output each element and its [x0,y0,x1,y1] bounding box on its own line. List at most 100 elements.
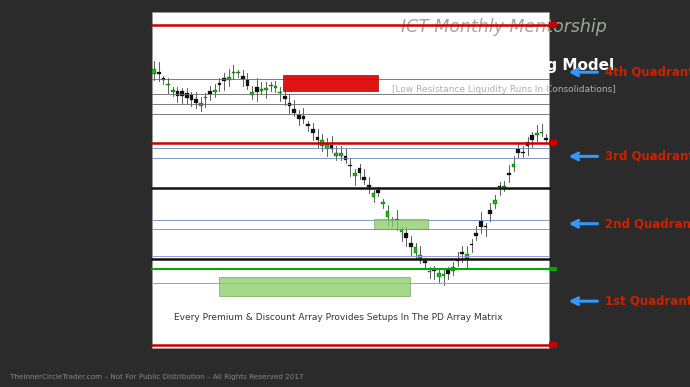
Bar [316,137,319,140]
Bar [232,72,235,73]
Bar [190,95,193,100]
Bar [293,109,296,113]
Text: Short Term Trading Model: Short Term Trading Model [393,58,614,73]
Text: 1st Quadrant: 1st Quadrant [605,295,690,308]
Bar [283,96,286,99]
Bar [176,91,179,96]
Bar [437,272,441,277]
Bar [250,92,254,95]
Bar [521,152,524,153]
Bar [442,274,445,276]
Bar [381,202,384,204]
Bar [237,72,240,73]
Bar [470,244,473,245]
Bar [484,226,487,227]
Bar [302,116,305,119]
Bar [526,142,529,146]
Bar [264,88,268,90]
Bar [414,247,417,253]
Bar [311,129,315,133]
Text: 2nd Quadrant: 2nd Quadrant [605,217,690,230]
Bar [446,270,450,274]
Bar [549,140,557,146]
Bar [357,168,362,173]
Bar [507,173,511,175]
Bar [171,91,175,92]
Bar [544,139,548,140]
Bar [386,211,389,217]
Bar [395,219,399,220]
Bar [451,267,455,271]
Bar [152,69,156,74]
Bar [157,72,161,74]
Bar [549,22,557,28]
Bar [306,124,310,126]
Bar [489,210,492,214]
Bar [475,233,478,236]
Text: 4th Quadrant: 4th Quadrant [605,66,690,79]
Bar [255,87,259,92]
Bar [259,89,264,91]
Bar [195,99,198,103]
Bar [199,103,203,106]
Bar [479,221,482,227]
Bar [512,164,515,167]
Bar [339,153,343,156]
Bar [180,91,184,96]
Bar [348,165,352,166]
Bar [374,219,428,229]
Bar [428,271,431,272]
Bar [269,85,273,86]
Bar [166,84,170,85]
Bar [367,185,371,187]
Bar [288,103,291,106]
Bar [362,177,366,180]
Bar [535,133,539,135]
Bar [423,261,426,263]
Bar [456,260,460,261]
Bar [283,75,378,91]
Bar [540,132,543,134]
Bar [465,254,469,259]
Bar [460,252,464,254]
Bar [549,267,557,272]
Bar [502,186,506,187]
Bar [274,86,277,88]
Bar [330,145,333,149]
Bar [219,277,410,296]
Bar [218,83,221,85]
Bar [227,77,230,80]
Bar [353,173,357,176]
Bar [204,97,207,98]
Bar [222,78,226,81]
Bar [246,80,249,86]
Bar [433,270,436,271]
Text: ICT Monthly Mentorship: ICT Monthly Mentorship [401,18,607,36]
Bar [377,190,380,194]
Bar [531,135,534,140]
Bar [152,12,549,348]
Bar [208,91,212,94]
Bar [320,140,324,146]
Bar [409,243,413,247]
Bar [335,153,338,156]
Bar [549,342,557,348]
Bar [404,233,408,238]
Bar [391,220,394,221]
Bar [325,144,328,149]
Bar [372,194,375,197]
Bar [297,115,301,119]
Text: [Low Resistance Liquidity Runs In Consolidations]: [Low Resistance Liquidity Runs In Consol… [392,84,615,94]
Text: TheInnerCircleTrader.com – Not For Public Distribution – All Rights Reserved 201: TheInnerCircleTrader.com – Not For Publi… [10,374,304,380]
Bar [278,92,282,93]
Bar [344,156,347,160]
Bar [418,255,422,260]
Bar [516,149,520,153]
Bar [241,76,244,79]
Text: Every Premium & Discount Array Provides Setups In The PD Array Matrix: Every Premium & Discount Array Provides … [174,313,502,322]
Bar [185,92,188,98]
Text: 3rd Quadrant: 3rd Quadrant [605,150,690,163]
Bar [493,200,497,204]
Bar [497,185,502,187]
Bar [213,89,217,92]
